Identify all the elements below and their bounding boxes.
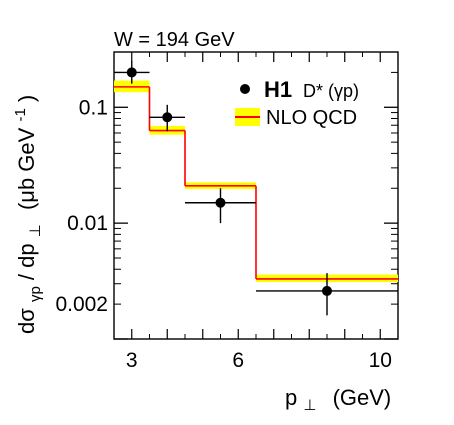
y-tick-label: 0.01 bbox=[67, 212, 108, 235]
y-axis-label-b-sub: ⊥ bbox=[27, 224, 44, 237]
chart-header: W = 194 GeV bbox=[114, 29, 235, 51]
y-axis-label-a: dσ bbox=[14, 308, 39, 334]
y-axis-label-b: / dp bbox=[14, 243, 39, 280]
legend: H1 D* (γp) NLO QCD bbox=[235, 77, 359, 129]
x-tick-label: 6 bbox=[232, 349, 244, 372]
axis-ticks-group: 3 6 10 0.1 0.01 0.002 bbox=[55, 52, 399, 372]
y-tick-label: 0.1 bbox=[79, 96, 108, 119]
y-axis-label-c-sup: -1 bbox=[12, 108, 29, 121]
y-axis-label: dσ γp / dp ⊥ (μb GeV -1 ) bbox=[5, 95, 45, 334]
data-points-group bbox=[114, 61, 398, 316]
legend-data-label-rest: D* (γp) bbox=[303, 81, 359, 101]
data-point bbox=[215, 197, 226, 208]
x-axis-label-main: p bbox=[285, 385, 297, 410]
x-tick-label: 10 bbox=[369, 349, 392, 372]
legend-data-marker bbox=[240, 84, 250, 94]
legend-theory-label: NLO QCD bbox=[266, 107, 357, 129]
data-point bbox=[162, 112, 173, 123]
legend-data-label: H1 D* (γp) bbox=[264, 77, 359, 102]
y-axis-label-a-sub: γp bbox=[27, 286, 44, 302]
x-axis-label-sub: ⊥ bbox=[303, 397, 316, 414]
y-tick-label: 0.002 bbox=[55, 293, 108, 316]
legend-data-label-bold: H1 bbox=[264, 77, 292, 102]
data-point bbox=[126, 67, 137, 78]
x-axis-label-unit: (GeV) bbox=[333, 385, 392, 410]
y-axis-label-d: ) bbox=[14, 95, 39, 102]
y-axis-label-c: (μb GeV bbox=[14, 127, 39, 210]
x-axis-label: p ⊥ (GeV) bbox=[285, 385, 391, 415]
data-point bbox=[322, 285, 332, 296]
x-tick-label: 3 bbox=[126, 349, 138, 372]
